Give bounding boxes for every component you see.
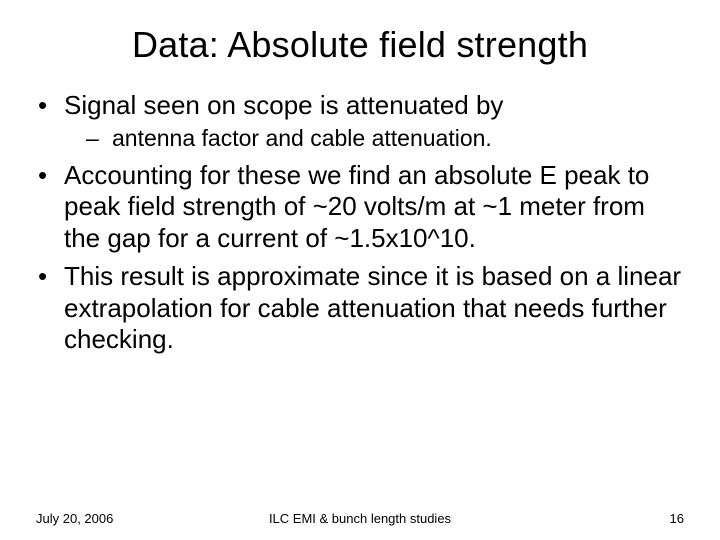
sub-bullet-text: antenna factor and cable attenuation. [112, 125, 492, 151]
slide: Data: Absolute field strength Signal see… [0, 0, 720, 540]
footer-page-number: 16 [670, 511, 684, 526]
footer-center: ILC EMI & bunch length studies [269, 511, 451, 526]
sub-bullet-item: antenna factor and cable attenuation. [68, 124, 684, 152]
bullet-text: This result is approximate since it is b… [64, 261, 681, 354]
footer-date: July 20, 2006 [36, 511, 113, 526]
bullet-list: Signal seen on scope is attenuated by an… [36, 90, 684, 356]
bullet-item: Signal seen on scope is attenuated by an… [36, 90, 684, 152]
slide-footer: July 20, 2006 ILC EMI & bunch length stu… [0, 511, 720, 526]
bullet-item: This result is approximate since it is b… [36, 261, 684, 356]
bullet-text: Accounting for these we find an absolute… [64, 160, 649, 253]
bullet-text: Signal seen on scope is attenuated by [64, 90, 503, 120]
slide-title: Data: Absolute field strength [36, 24, 684, 66]
bullet-item: Accounting for these we find an absolute… [36, 160, 684, 255]
